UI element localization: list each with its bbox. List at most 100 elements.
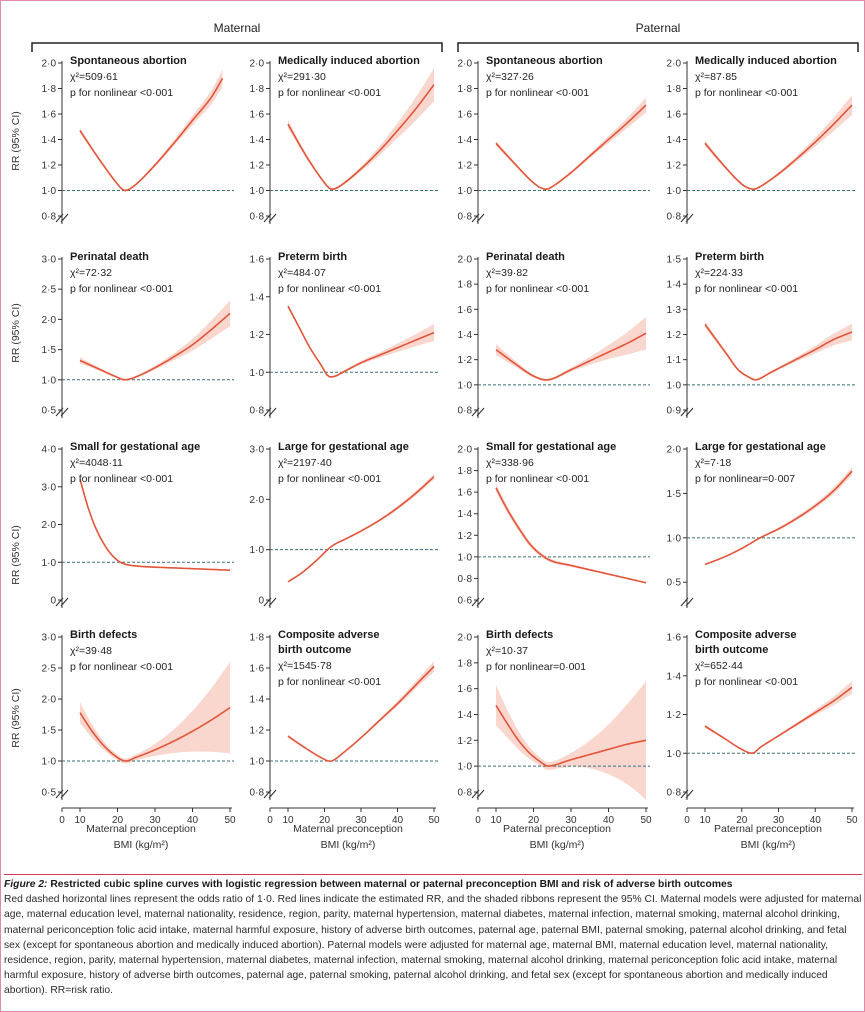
x-axis-title-col-4-line2: BMI (kg/m²): [741, 839, 796, 851]
panel-title: Birth defects: [486, 629, 553, 641]
panel-chi-square: χ²=39·48: [70, 645, 112, 657]
y-tick-label: 1·6: [458, 488, 473, 499]
y-tick-label: 1·0: [42, 757, 57, 768]
panel-chi-square: χ²=72·32: [70, 267, 112, 279]
y-tick-label: 3·0: [250, 445, 265, 456]
x-tick-label: 20: [528, 815, 540, 826]
axis-break-mark: [263, 789, 277, 799]
panel-p-value: p for nonlinear <0·001: [278, 676, 381, 688]
y-tick-label: 1·0: [42, 186, 57, 197]
ci-band: [705, 95, 852, 191]
y-tick-label: 1·4: [250, 695, 265, 706]
x-tick-label: 0: [475, 815, 481, 826]
ci-band: [80, 661, 230, 764]
panel-p-value: p for nonlinear <0·001: [278, 473, 381, 485]
chart-panels: 0·8 1·0 1·2 1·4 1·6 1·8 2·0 Spontaneous abortio…: [42, 55, 858, 826]
rr-estimate-line: [704, 470, 853, 566]
x-tick-label: 0: [267, 815, 273, 826]
y-tick-label: 1·4: [458, 710, 473, 721]
rr-estimate-line: [495, 705, 647, 767]
panel-p-value: p for nonlinear <0·001: [486, 87, 589, 99]
y-tick-label: 1·1: [667, 355, 682, 366]
y-tick-label: 1·6: [458, 110, 473, 121]
rr-estimate-line: [704, 686, 853, 755]
y-tick-label: 1·0: [667, 749, 682, 760]
x-tick-label: 30: [565, 815, 577, 826]
caption-body: Red dashed horizontal lines represent th…: [4, 894, 862, 997]
y-tick-label: 1·4: [250, 292, 265, 303]
panel-chi-square: χ²=338·96: [486, 457, 534, 469]
y-tick-label: 1·0: [250, 368, 265, 379]
y-tick-label: 1·0: [458, 762, 473, 773]
y-tick-label: 1·3: [667, 305, 682, 316]
axis-break-mark: [680, 597, 694, 607]
y-tick-label: 1·6: [667, 110, 682, 121]
y-tick-label: 1·4: [458, 330, 473, 341]
axis-break-mark: [55, 597, 69, 607]
x-tick-label: 20: [736, 815, 748, 826]
y-tick-label: 1·2: [458, 736, 473, 747]
axis-break-mark: [263, 213, 277, 223]
y-tick-label: 2·0: [458, 445, 473, 456]
chart-panel-r1c3: 0·9 1·0 1·1 1·2 1·3 1·4 1·5 Preterm birth χ²=224…: [667, 251, 856, 418]
y-tick-label: 1·6: [250, 664, 265, 675]
panel-title: Composite adverse: [695, 629, 796, 641]
y-tick-label: 1·6: [458, 684, 473, 695]
panel-chi-square: χ²=652·44: [695, 660, 743, 672]
y-tick-label: 1·2: [458, 531, 473, 542]
y-tick-label: 2·0: [458, 255, 473, 266]
group-label-paternal: Paternal: [636, 21, 681, 35]
y-tick-label: 1·0: [250, 186, 265, 197]
panel-chi-square: χ²=1545·78: [278, 660, 332, 672]
panel-title: Perinatal death: [70, 251, 149, 263]
chart-panel-r3c2: 0·8 1·0 1·2 1·4 1·6 1·8 2·0 0 10 20 30 40 50 Birth de…: [458, 629, 652, 826]
panel-p-value: p for nonlinear <0·001: [486, 283, 589, 295]
y-tick-label: 2·0: [250, 495, 265, 506]
panel-title: Medically induced abortion: [278, 55, 420, 67]
panel-p-value: p for nonlinear <0·001: [278, 87, 381, 99]
ci-band: [80, 300, 230, 381]
ci-band: [288, 68, 434, 191]
panel-chi-square: χ²=7·18: [695, 457, 731, 469]
panel-p-value: p for nonlinear <0·001: [486, 473, 589, 485]
ci-band: [496, 97, 646, 191]
ci-band: [496, 316, 646, 382]
y-tick-label: 2·5: [42, 285, 57, 296]
y-tick-label: 0·8: [458, 788, 473, 799]
y-tick-label: 1·0: [667, 186, 682, 197]
panel-title: Small for gestational age: [70, 441, 200, 453]
panel-chi-square: χ²=39·82: [486, 267, 528, 279]
axis-break-mark: [55, 213, 69, 223]
x-axis-titles: Maternal preconception BMI (kg/m²) Mater…: [86, 823, 822, 851]
x-tick-label: 0: [59, 815, 65, 826]
y-tick-label: 0·8: [250, 406, 265, 417]
panel-title: Birth defects: [70, 629, 137, 641]
y-tick-label: 1·6: [42, 110, 57, 121]
y-tick-label: 1·4: [667, 280, 682, 291]
panel-title: Spontaneous abortion: [70, 55, 187, 67]
figure-caption: Figure 2: Restricted cubic spline curves…: [4, 874, 862, 999]
y-axis-labels: RR (95% CI) RR (95% CI) RR (95% CI) RR (…: [10, 111, 22, 748]
y-tick-label: 0·8: [42, 212, 57, 223]
x-tick-label: 10: [699, 815, 711, 826]
y-tick-label: 1·0: [250, 757, 265, 768]
panel-p-value: p for nonlinear <0·001: [70, 473, 173, 485]
chart-panel-r3c0: 0·5 1·0 1·5 2·0 2·5 3·0 0 10 20 30 40 50 Birth defec…: [42, 629, 236, 826]
panel-title: Preterm birth: [695, 251, 764, 263]
panel-p-value: p for nonlinear <0·001: [278, 283, 381, 295]
y-tick-label: 0·8: [458, 406, 473, 417]
y-tick-label: 0·8: [458, 574, 473, 585]
y-tick-label: 0·8: [250, 212, 265, 223]
y-tick-label: 2·0: [458, 59, 473, 70]
y-tick-label: 2·0: [667, 59, 682, 70]
y-tick-label: 2·0: [42, 520, 57, 531]
panel-p-value: p for nonlinear <0·001: [70, 283, 173, 295]
ci-band: [705, 681, 852, 754]
x-axis-title-col-1-line2: BMI (kg/m²): [114, 839, 169, 851]
y-tick-label: 1·4: [667, 135, 682, 146]
x-tick-label: 50: [640, 815, 652, 826]
y-tick-label: 0·8: [667, 788, 682, 799]
rr-estimate-line: [495, 104, 647, 191]
